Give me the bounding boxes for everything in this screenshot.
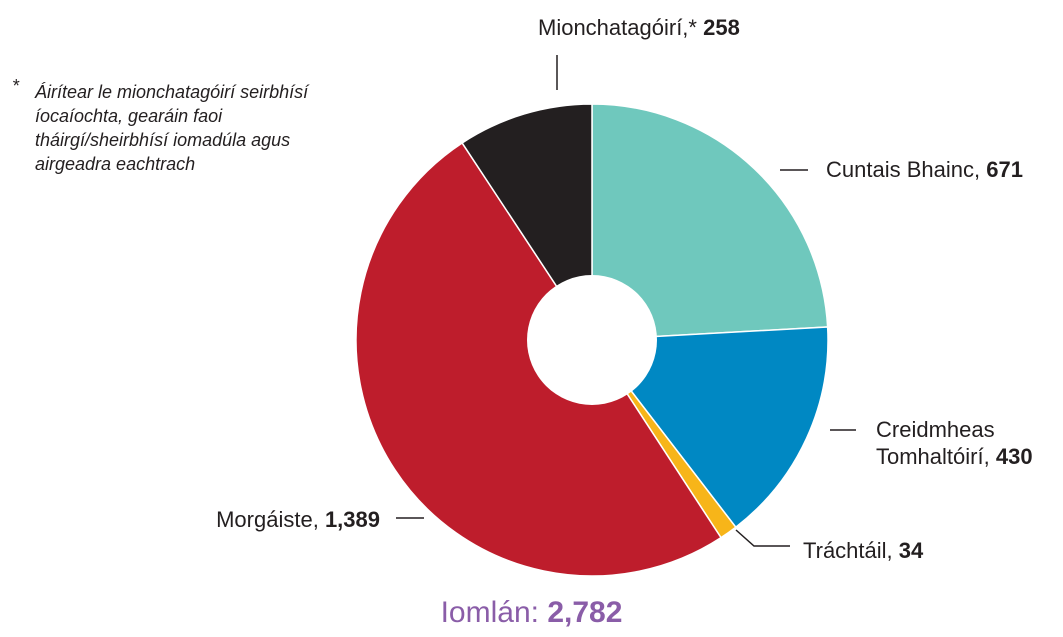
total: Iomlán: 2,782 xyxy=(0,596,1063,630)
category-name: Tráchtáil, xyxy=(803,538,893,563)
category-name: Mionchatagóirí,* xyxy=(538,15,697,40)
footnote-marker: * xyxy=(12,76,20,96)
total-text: Iomlán: xyxy=(440,596,539,629)
category-name: Morgáiste, xyxy=(216,507,319,532)
value-label: 1,389 xyxy=(324,507,380,532)
slice-label: Creidmheas Tomhaltóirí, 430 xyxy=(876,416,1051,470)
slice-label: Mionchatagóirí,* 258 xyxy=(538,14,740,41)
footnote: Áirítear le mionchatagóirí seirbhísí íoc… xyxy=(35,82,309,174)
value-label: 34 xyxy=(898,538,924,563)
slice-label: Morgáiste, 1,389 xyxy=(216,506,380,533)
category-name: Creidmheas Tomhaltóirí, xyxy=(876,417,995,469)
value-label: 258 xyxy=(703,15,740,40)
value-label: 430 xyxy=(995,444,1033,469)
slice xyxy=(461,103,593,343)
leader-line xyxy=(735,529,790,547)
slice-label: Cuntais Bhainc, 671 xyxy=(826,156,1023,183)
slice xyxy=(591,103,829,341)
slice xyxy=(590,326,829,529)
value-label: 671 xyxy=(986,157,1023,182)
category-name: Cuntais Bhainc, xyxy=(826,157,981,182)
donut-hole xyxy=(527,275,657,405)
slices xyxy=(355,103,829,577)
total-value: 2,782 xyxy=(547,596,623,629)
slice-label: Tráchtáil, 34 xyxy=(803,537,923,564)
